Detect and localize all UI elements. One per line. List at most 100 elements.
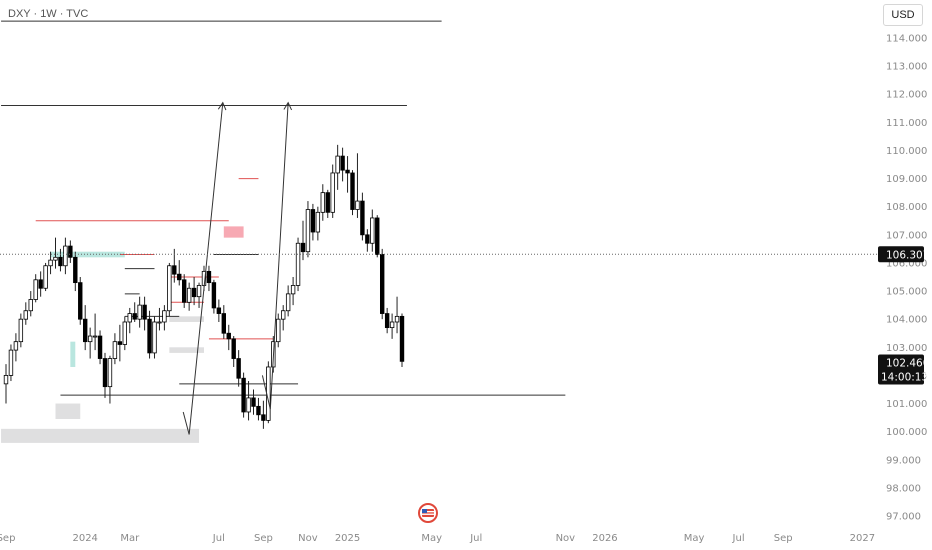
candle-body	[276, 318, 281, 343]
time-axis[interactable]: Sep 2024 Mar Jul Sep Nov 2025 May Jul Nov 2026 May J…	[0, 533, 875, 544]
time-tick-label: 2027	[850, 533, 875, 544]
time-tick-label: Nov	[298, 533, 318, 544]
candle-body	[256, 405, 261, 416]
candle-body	[305, 209, 311, 253]
candle-body	[112, 341, 118, 359]
candle-body	[375, 217, 380, 255]
time-tick-label: May	[684, 533, 705, 544]
candle-body	[78, 282, 83, 320]
projection-path	[261, 102, 289, 410]
time-tick-label: Sep	[254, 533, 273, 544]
candle-body	[231, 338, 236, 359]
demand-zone	[70, 341, 76, 367]
price-tick-label: 112.000	[886, 90, 927, 101]
candle-body	[186, 287, 192, 303]
candle-body	[330, 172, 335, 213]
candle-body	[68, 245, 73, 258]
price-tick-label: 103.000	[886, 343, 927, 354]
candle-body	[290, 285, 296, 295]
grey-zone	[1, 428, 200, 443]
time-tick-label: Sep	[774, 533, 793, 544]
supply-zone	[223, 226, 244, 238]
candle-body	[310, 209, 316, 233]
candle-body	[33, 279, 38, 300]
candles-layer	[3, 144, 405, 429]
candle-body	[97, 335, 103, 359]
candle-body	[8, 349, 14, 376]
candle-body	[320, 192, 325, 213]
candle-body	[181, 279, 187, 303]
candle-body	[365, 234, 370, 244]
candle-body	[350, 172, 355, 210]
candle-body	[142, 304, 147, 320]
candle-body	[251, 397, 256, 407]
time-tick-label: Jul	[732, 533, 745, 544]
candle-body	[241, 377, 246, 413]
candle-body	[285, 293, 291, 312]
candle-body	[335, 155, 340, 174]
candle-body	[132, 313, 137, 320]
price-badges: 106.307 102.460 14:00:13	[0, 246, 929, 385]
candle-body	[394, 315, 400, 323]
price-tick-label: 108.000	[886, 202, 927, 213]
price-tick-label: 101.000	[886, 399, 927, 410]
candle-body	[102, 358, 108, 388]
candle-body	[18, 318, 24, 343]
time-tick-label: 2024	[72, 533, 97, 544]
candle-body	[28, 299, 33, 312]
time-tick-label: Jul	[212, 533, 225, 544]
candle-body	[137, 304, 142, 320]
price-axis[interactable]: 114.000 113.000 112.000 111.000 110.000 109.0…	[886, 34, 927, 523]
candle-body	[399, 315, 405, 362]
candle-body	[206, 270, 212, 284]
arrow-head	[217, 101, 227, 111]
time-tick-label: 2025	[335, 533, 360, 544]
candle-body	[63, 245, 68, 267]
candle-body	[191, 287, 197, 298]
candle-body	[300, 242, 306, 253]
last-price-label: 102.460	[886, 357, 929, 369]
price-tick-label: 99.000	[886, 455, 921, 466]
projection-paths-layer	[182, 101, 293, 435]
time-tick-label: May	[421, 533, 442, 544]
candle-body	[370, 217, 375, 244]
candle-body	[221, 313, 226, 334]
candle-body	[122, 321, 127, 345]
candle-body	[157, 321, 162, 324]
time-tick-label: Nov	[556, 533, 576, 544]
candle-body	[196, 285, 202, 298]
price-tick-label: 107.000	[886, 230, 927, 241]
candle-body	[226, 332, 231, 340]
candle-body	[236, 358, 241, 379]
price-tick-label: 111.000	[886, 118, 927, 129]
candle-body	[172, 265, 177, 275]
candle-body	[23, 310, 28, 320]
time-tick-label: 2026	[592, 533, 617, 544]
candle-body	[147, 318, 152, 354]
candle-body	[87, 335, 93, 343]
us-flag-event-icon[interactable]	[418, 503, 438, 523]
candle-body	[384, 313, 390, 329]
candle-body	[162, 310, 167, 323]
candle-body	[53, 256, 58, 261]
candle-body	[38, 279, 43, 289]
candle-body	[355, 200, 360, 210]
candle-body	[127, 313, 132, 323]
price-tick-label: 98.000	[886, 483, 921, 494]
price-tick-label: 106.000	[886, 258, 927, 269]
grey-zone	[55, 403, 81, 419]
time-tick-label: Mar	[120, 533, 140, 544]
price-tick-label: 105.000	[886, 287, 927, 298]
grey-zone	[169, 316, 204, 322]
currency-button[interactable]: USD	[883, 4, 923, 26]
projection-path	[188, 102, 224, 435]
price-tick-label: 104.000	[886, 315, 927, 326]
candle-body	[295, 242, 301, 286]
candle-body	[83, 318, 88, 343]
price-tick-label: 110.000	[886, 146, 927, 157]
candle-body	[379, 254, 385, 314]
projection-path	[182, 411, 190, 435]
price-tick-label: 113.000	[886, 62, 927, 73]
price-tick-label: 109.000	[886, 174, 927, 185]
